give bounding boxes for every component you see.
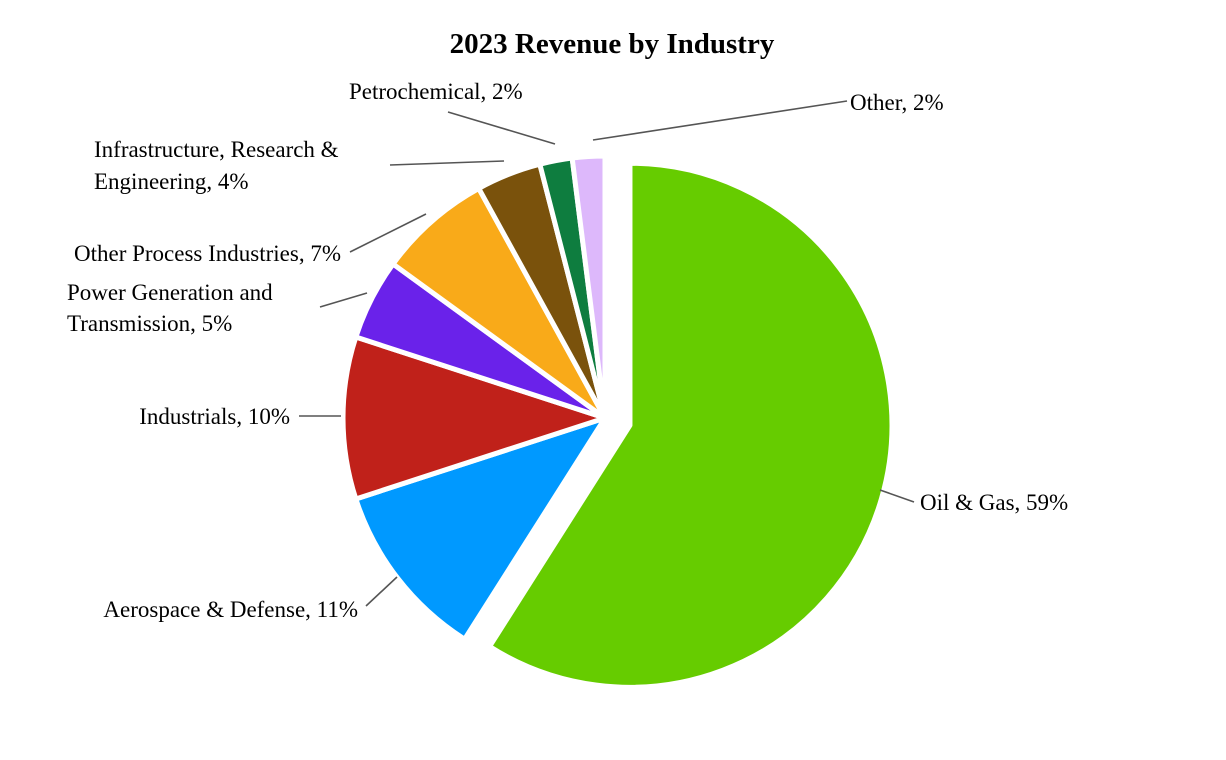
leader-line-power-generation [319,292,368,308]
pie-slice-other [569,153,608,421]
slice-label-industrials: Industrials, 10% [139,404,290,429]
pie-slice-oil-gas [487,160,895,690]
leader-line-aerospace-defense [365,576,398,607]
slice-label-power-generation: Power Generation and Transmission, 5% [67,280,273,336]
leader-line-oil-gas [879,489,915,503]
slice-label-other: Other, 2% [850,90,944,115]
leader-line-infrastructure [389,160,505,166]
pie-slice-industrials [340,334,608,502]
slice-labels: Oil & Gas, 59% Aerospace & Defense, 11% In… [67,79,1068,622]
slice-label-other-process: Other Process Industries, 7% [74,241,341,266]
leader-line-other [592,100,848,141]
slice-label-oil-gas: Oil & Gas, 59% [920,490,1068,515]
slice-label-aerospace-defense: Aerospace & Defense, 11% [103,597,358,622]
chart-title: 2023 Revenue by Industry [450,28,775,60]
slice-label-petrochemical: Petrochemical, 2% [349,79,523,104]
leader-lines [299,100,915,607]
leader-line-petrochemical [447,111,556,145]
leader-line-other-process [349,213,427,253]
slice-label-infrastructure: Infrastructure, Research & Engineering, 4… [94,137,339,194]
pie-slices [340,153,895,690]
pie-slice-aerospace-defense [353,415,608,642]
